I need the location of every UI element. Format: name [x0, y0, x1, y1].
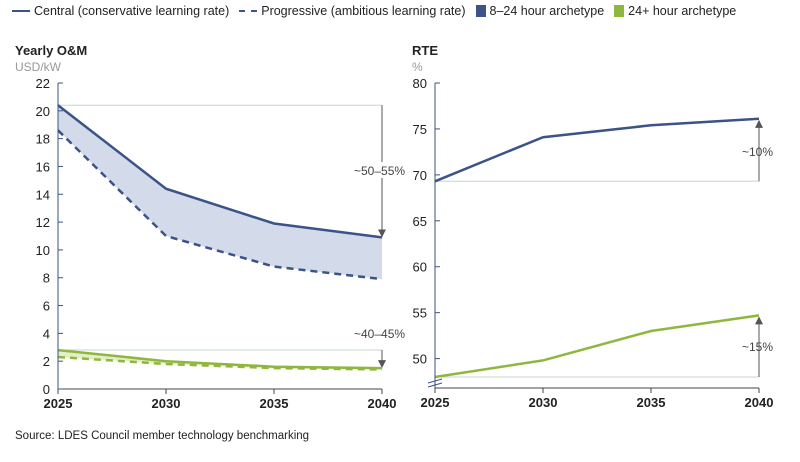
legend-8-24: 8–24 hour archetype — [475, 4, 605, 18]
left-y-tick-label: 2 — [43, 354, 50, 369]
legend-progressive-label: Progressive (ambitious learning rate) — [261, 4, 466, 18]
left-y-tick-label: 18 — [36, 132, 50, 147]
annotation-green-increase: ~15% — [742, 340, 773, 354]
green-swatch — [614, 5, 625, 17]
left-y-tick-label: 10 — [36, 243, 50, 258]
source-note: Source: LDES Council member technology b… — [15, 430, 310, 442]
left-y-tick-label: 22 — [36, 76, 50, 91]
legend-central: Central (conservative learning rate) — [12, 4, 229, 18]
left-chart-title: Yearly O&M — [15, 43, 88, 58]
left-y-tick-label: 4 — [43, 326, 50, 341]
left-chart-unit: USD/kW — [15, 60, 61, 74]
right-y-tick-label: 55 — [413, 306, 427, 321]
left-y-tick-label: 6 — [43, 299, 50, 314]
legend-24-plus: 24+ hour archetype — [614, 4, 736, 18]
blue-swatch — [475, 5, 486, 17]
legend-central-label: Central (conservative learning rate) — [34, 4, 230, 18]
left-x-tick-label: 2030 — [152, 396, 181, 411]
right-x-tick-label: 2030 — [529, 395, 558, 410]
right-x-tick-label: 2035 — [637, 395, 666, 410]
series-line-1 — [57, 104, 383, 239]
right-y-tick-label: 50 — [413, 352, 427, 367]
right-y-tick-label: 65 — [413, 214, 427, 229]
right-y-tick-label: 60 — [413, 260, 427, 275]
annotation-blue-increase: ~10% — [742, 145, 773, 159]
right-chart-unit: % — [412, 60, 423, 74]
left-y-tick-label: 12 — [36, 215, 50, 230]
left-x-tick-label: 2025 — [44, 396, 73, 411]
annotation-blue-reduction: ~50–55% — [354, 164, 405, 178]
annotation-green-reduction: ~40–45% — [354, 327, 405, 341]
right-chart-title: RTE — [412, 43, 438, 58]
rte-series-line-2 — [434, 314, 760, 379]
left-x-tick-label: 2035 — [260, 396, 289, 411]
legend-24-plus-label: 24+ hour archetype — [628, 4, 737, 18]
rte-series-line-1 — [434, 117, 760, 183]
right-y-tick-label: 80 — [413, 76, 427, 91]
solid-line-swatch — [12, 10, 30, 12]
left-y-tick-label: 20 — [36, 104, 50, 119]
legend-progressive: Progressive (ambitious learning rate) — [239, 4, 466, 18]
left-x-tick-label: 2040 — [368, 396, 397, 411]
blue-range-band — [58, 105, 382, 280]
annotation-bg — [350, 162, 400, 178]
left-y-tick-label: 14 — [36, 187, 50, 202]
left-y-tick-label: 16 — [36, 159, 50, 174]
right-y-tick-label: 70 — [413, 168, 427, 183]
dashed-line-swatch — [239, 10, 258, 12]
legend: Central (conservative learning rate) Pro… — [12, 4, 740, 18]
axis-break-icon — [427, 378, 443, 388]
right-x-tick-label: 2040 — [745, 395, 774, 410]
series-line-4 — [57, 355, 383, 371]
right-y-tick-label: 75 — [413, 122, 427, 137]
legend-8-24-label: 8–24 hour archetype — [489, 4, 605, 18]
series-line-3 — [57, 348, 383, 370]
left-y-tick-label: 0 — [43, 382, 50, 397]
right-x-tick-label: 2025 — [421, 395, 450, 410]
left-y-tick-label: 8 — [43, 271, 50, 286]
series-line-2 — [57, 129, 383, 281]
